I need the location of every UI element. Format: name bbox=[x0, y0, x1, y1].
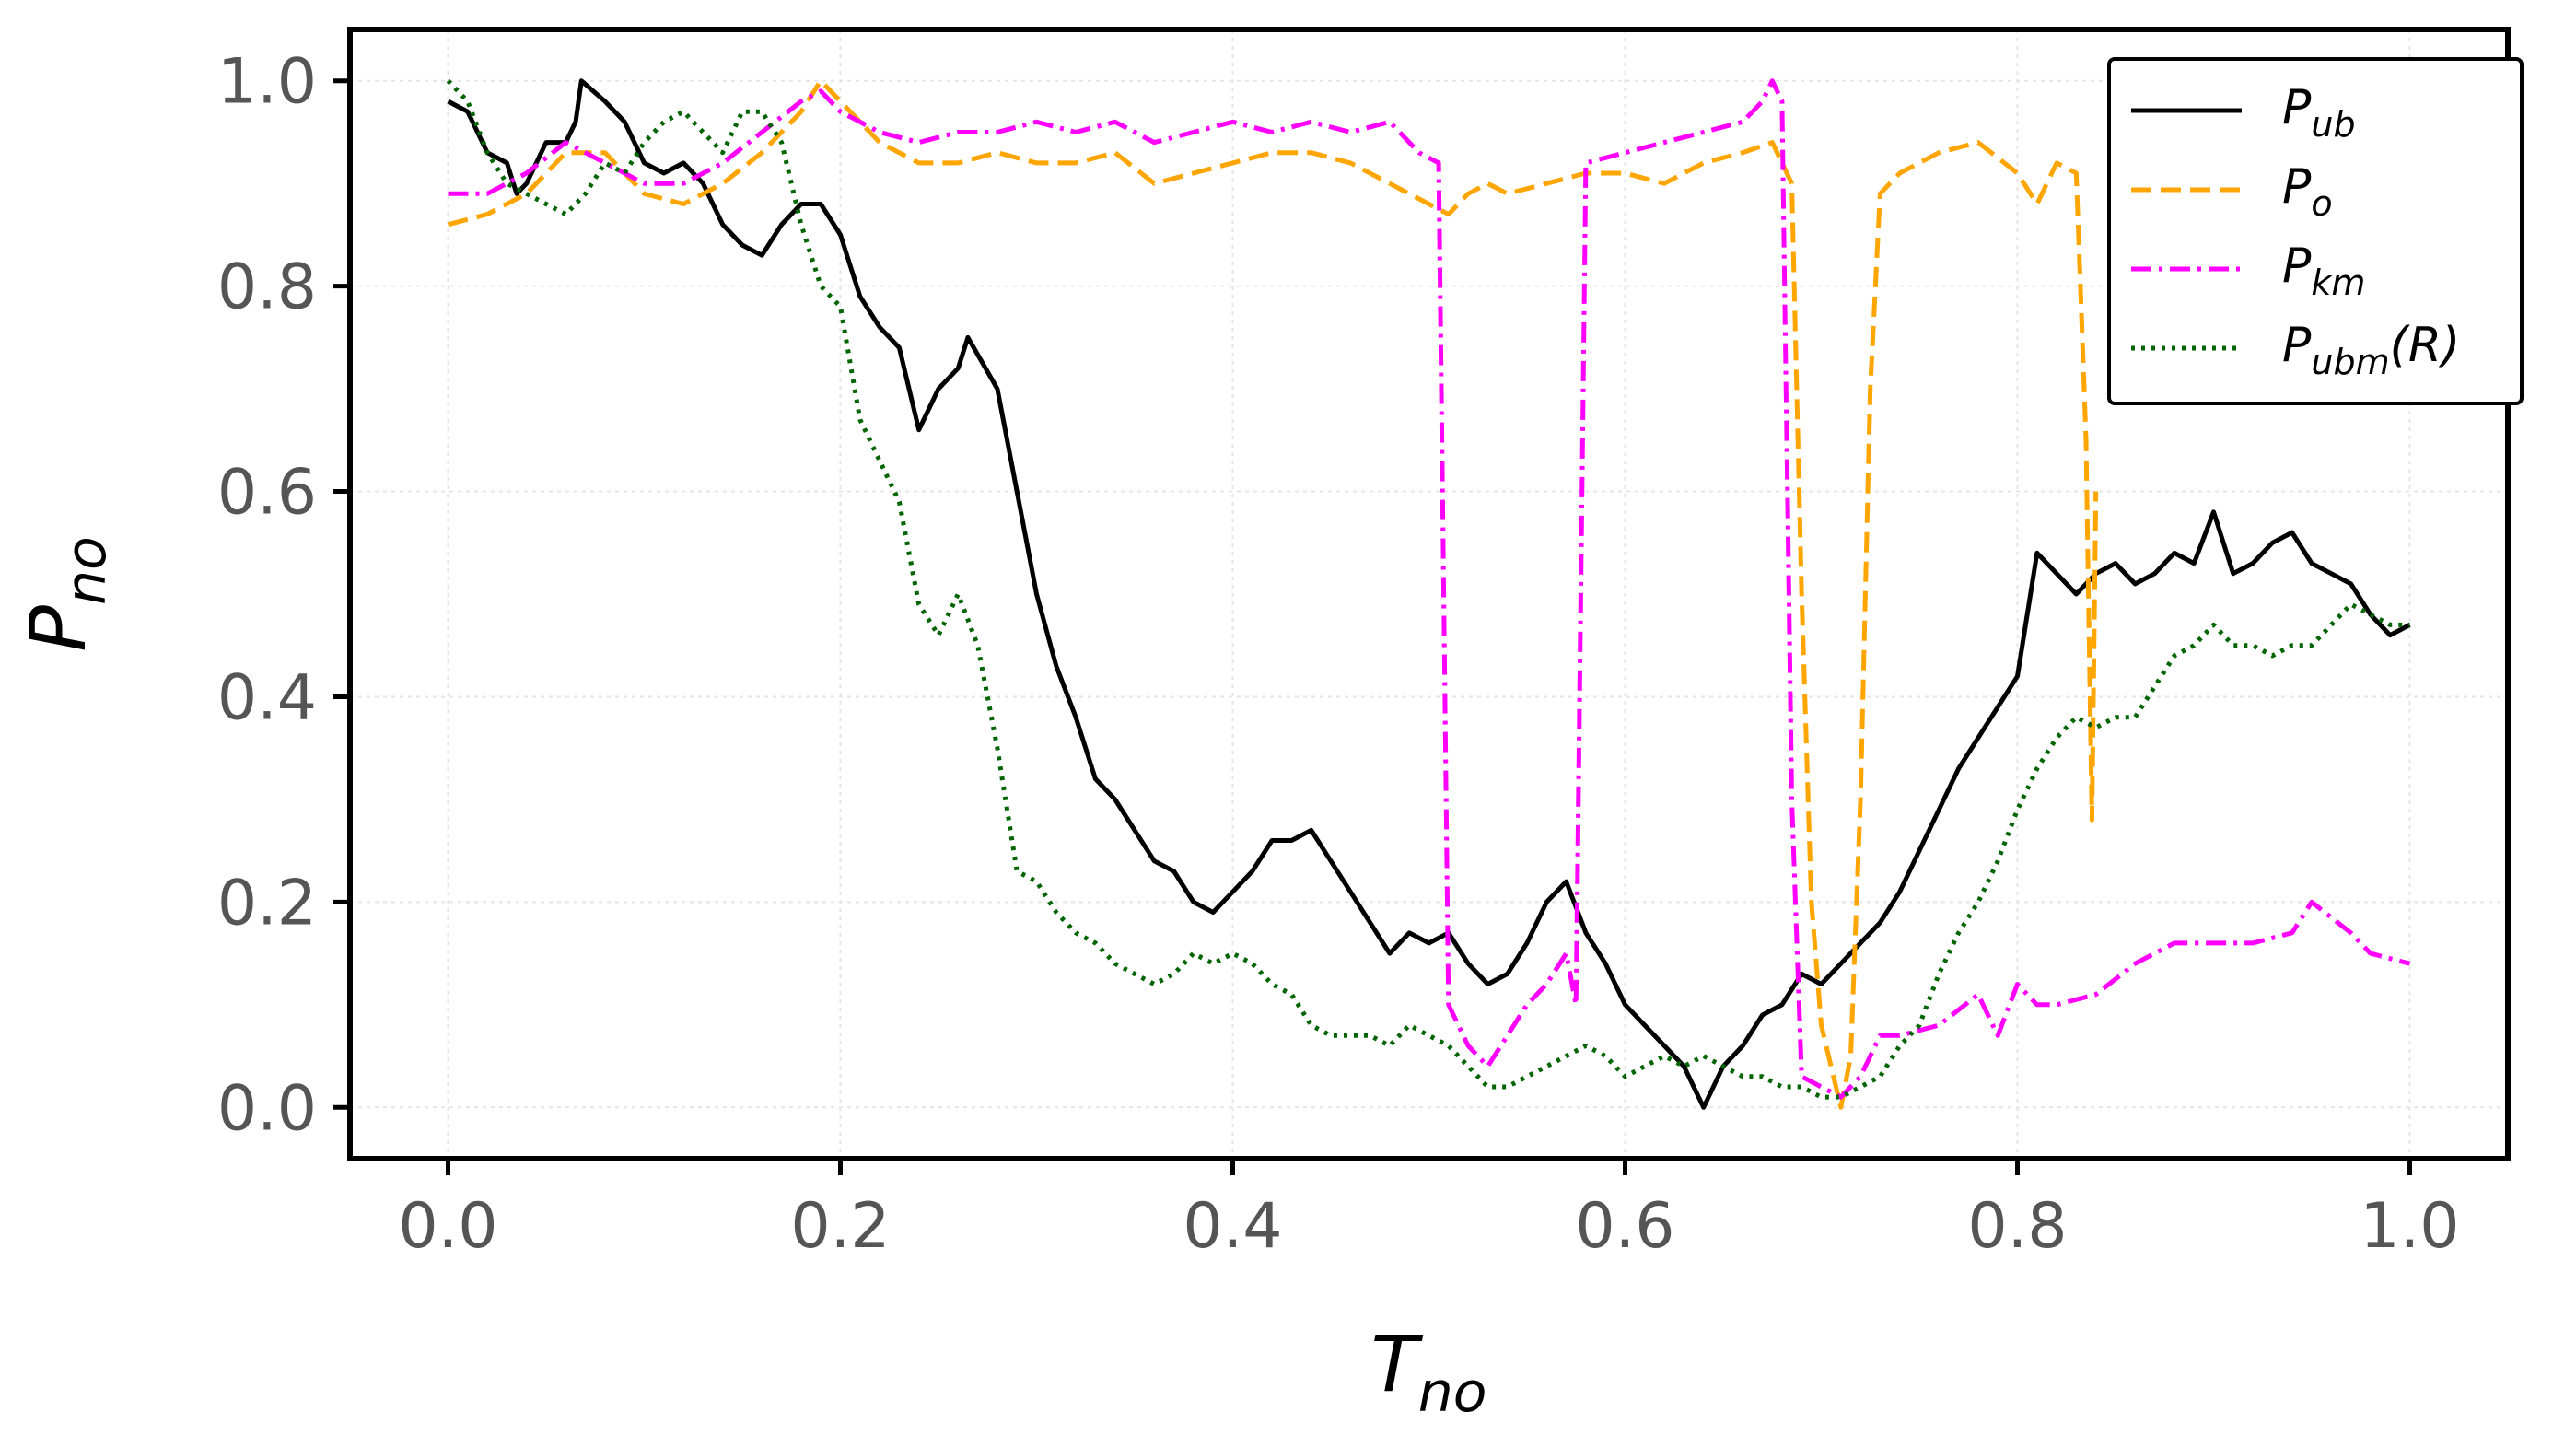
y-axis-label: Pno bbox=[13, 536, 119, 651]
y-axis-label-main: P bbox=[13, 605, 103, 652]
y-tick-label: 0.2 bbox=[217, 867, 317, 939]
series-line-ub bbox=[447, 78, 2411, 1110]
legend-label-ub: Pub bbox=[2282, 80, 2356, 145]
series-line-o bbox=[447, 78, 2099, 1110]
y-tick-label: 0.6 bbox=[217, 457, 317, 530]
legend-label-suffix: (R) bbox=[2390, 318, 2461, 373]
grid bbox=[350, 29, 2508, 1159]
legend-label-main: P bbox=[2282, 80, 2312, 135]
svg-text:Tno: Tno bbox=[1370, 1319, 1486, 1425]
y-tick-label: 1.0 bbox=[217, 46, 317, 119]
y-tick-label: 0.4 bbox=[217, 661, 317, 734]
x-axis-label-sub: no bbox=[1418, 1360, 1487, 1425]
legend-label-km: Pkm bbox=[2282, 239, 2365, 303]
series-layer bbox=[446, 78, 2411, 1110]
x-tick-label: 0.4 bbox=[1183, 1190, 1282, 1263]
legend-label-sub: ubm bbox=[2311, 342, 2389, 382]
legend-label-ubm: Pubm(R) bbox=[2282, 318, 2460, 382]
x-tick-label: 0.8 bbox=[1967, 1190, 2067, 1263]
legend-box bbox=[2107, 57, 2524, 405]
svg-text:Pno: Pno bbox=[13, 536, 119, 651]
legend-label-main: P bbox=[2282, 239, 2312, 294]
legend-label-sub: o bbox=[2311, 183, 2332, 224]
y-axis-label-sub: no bbox=[54, 536, 119, 605]
series-line-km bbox=[448, 78, 2411, 1100]
x-tick-label: 0.0 bbox=[398, 1190, 497, 1263]
legend-label-main: P bbox=[2282, 318, 2312, 373]
x-tick-label: 0.2 bbox=[790, 1190, 890, 1263]
legend-label-sub: ub bbox=[2311, 104, 2355, 145]
axis-ticks: 0.0 0.2 0.4 0.6 0.8 1.0 0.0 0.2 0.4 0.6 0.8 1.0 bbox=[217, 46, 2460, 1263]
x-tick-label: 0.6 bbox=[1575, 1190, 1674, 1263]
x-tick-label: 1.0 bbox=[2360, 1190, 2459, 1263]
legend-label-sub: km bbox=[2311, 263, 2365, 303]
y-tick-label: 0.8 bbox=[217, 251, 317, 324]
plot-frame bbox=[347, 27, 2511, 1161]
y-tick-label: 0.0 bbox=[217, 1072, 317, 1145]
x-axis-label-main: T bbox=[1370, 1319, 1423, 1409]
x-axis-label: Tno bbox=[1370, 1319, 1486, 1425]
legend-label-main: P bbox=[2282, 159, 2312, 215]
legend-label-o: Po bbox=[2282, 159, 2333, 224]
